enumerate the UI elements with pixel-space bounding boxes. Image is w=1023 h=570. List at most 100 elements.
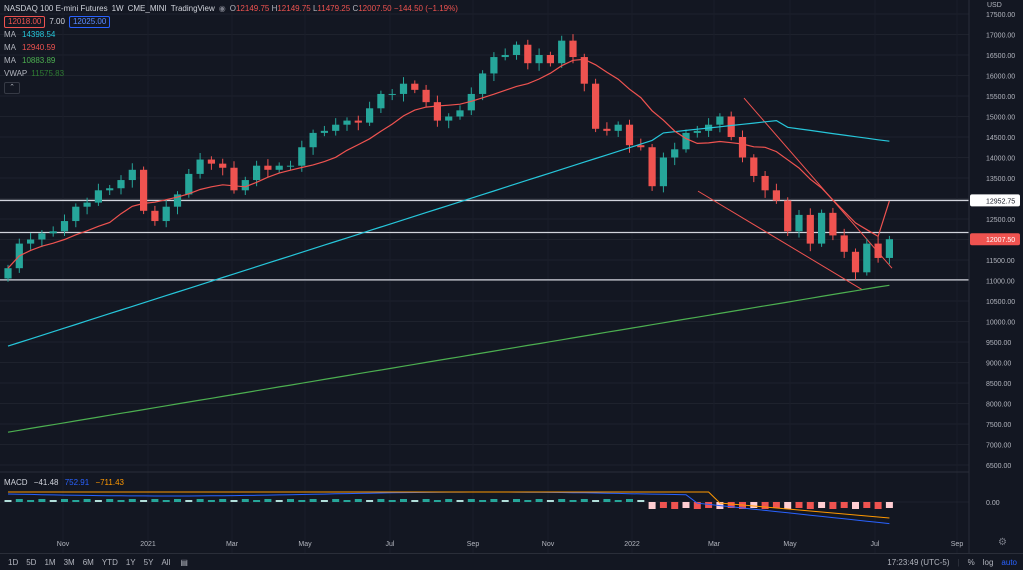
indicator-value: 10883.89 (22, 56, 56, 65)
macd-histogram-bar (241, 499, 249, 502)
macd-histogram-bar (72, 500, 80, 502)
time-axis[interactable]: Nov 2021 Mar May Jul Sep Nov 2022 Mar May Jul Sep ⚙ (57, 537, 1007, 548)
price-tick-label: 15000.00 (986, 115, 1015, 122)
candle-body (648, 147, 656, 187)
candle-body (207, 159, 215, 164)
candle-body (38, 233, 46, 240)
change-value: −144.50 (−1.19%) (393, 4, 458, 13)
macd-histogram-bar (637, 500, 645, 502)
macd-histogram-bar (750, 502, 758, 508)
candle-body (750, 157, 758, 176)
candle-body (467, 93, 475, 111)
timeframe-1y[interactable]: 1Y (125, 557, 136, 567)
calendar-range-icon[interactable]: ▤ (180, 557, 188, 567)
candle-body (772, 190, 780, 201)
candle-body (761, 175, 769, 191)
candle-body (106, 188, 114, 191)
low-value: 11479.25 (317, 4, 351, 13)
candle-body (659, 157, 667, 187)
candle-body (162, 206, 170, 222)
macd-histogram-bar (445, 499, 453, 502)
candle-body (94, 190, 102, 203)
macd-histogram-bar (117, 500, 125, 502)
symbol-name[interactable]: NASDAQ 100 E-mini Futures (4, 4, 108, 13)
indicator-ma-2[interactable]: MA 12940.59 (4, 42, 458, 53)
candle-body (795, 214, 803, 232)
candle-body (309, 132, 317, 148)
macd-histogram-bar (467, 499, 475, 502)
candle-body (185, 173, 193, 195)
candle-body (320, 130, 328, 133)
macd-histogram-bar (287, 499, 294, 502)
percent-scale-toggle[interactable]: % (967, 557, 975, 567)
macd-histogram-bar (151, 499, 159, 502)
timeframe-ytd[interactable]: YTD (101, 557, 118, 567)
indicator-ma-3[interactable]: MA 10883.89 (4, 55, 458, 66)
gear-icon: ⚙ (998, 537, 1007, 548)
timeframe-all[interactable]: All (161, 557, 171, 567)
candle-body (128, 169, 136, 181)
trendline-lower (697, 190, 863, 290)
macd-histogram-bar (320, 500, 328, 502)
timeframe-3m[interactable]: 3M (63, 557, 75, 567)
trendlines[interactable] (697, 97, 893, 290)
candle-body (445, 116, 453, 121)
indicator-ma-1[interactable]: MA 14398.54 (4, 29, 458, 40)
macd-histogram-bar (727, 502, 735, 508)
close-label: C (352, 4, 359, 13)
currency-label[interactable]: USD (987, 2, 1002, 9)
macd-legend[interactable]: MACD −41.48 752.91 −711.43 (4, 478, 128, 487)
moving-averages (7, 58, 890, 433)
timeframe-1d[interactable]: 1D (8, 557, 19, 567)
time-tick-label: Nov (57, 541, 70, 548)
candle-body (806, 214, 814, 244)
macd-histogram-bar (546, 500, 554, 502)
log-scale-toggle[interactable]: log (982, 557, 994, 567)
indicator-name: MA (4, 56, 16, 65)
candle-body (241, 180, 249, 191)
ma-line-green (7, 284, 890, 433)
macd-histogram-bar (343, 500, 351, 502)
collapse-legend-chevron-up-icon[interactable]: ⌃ (4, 82, 20, 94)
macd-histogram-bar (818, 502, 826, 508)
macd-histogram-bar (761, 502, 769, 509)
interval[interactable]: 1W (111, 4, 124, 13)
candle-body (298, 147, 306, 166)
macd-histogram-bar (614, 500, 622, 502)
price-tick-label: 7500.00 (986, 422, 1011, 429)
timeframe-5d[interactable]: 5D (26, 557, 37, 567)
macd-histogram-bar (38, 499, 46, 502)
time-tick-label: May (298, 541, 312, 548)
candle-body (885, 239, 893, 258)
timeframe-5y[interactable]: 5Y (143, 557, 154, 567)
macd-histogram-bar (479, 500, 487, 502)
auto-scale-toggle[interactable]: auto (1001, 557, 1017, 567)
macd-histogram-bar (196, 499, 204, 502)
timeframe-1m[interactable]: 1M (44, 557, 56, 567)
candle-body (851, 251, 860, 273)
eye-icon[interactable]: ◉ (218, 4, 226, 13)
bid-button[interactable]: 12018.00 (4, 15, 46, 28)
time-tick-label: May (783, 541, 797, 548)
candle-body (196, 159, 204, 174)
clock-time[interactable]: 17:23:49 (UTC-5) (887, 557, 950, 567)
candle-body (637, 145, 645, 148)
indicator-vwap[interactable]: VWAP 11575.83 (4, 68, 458, 79)
candle-body (399, 83, 408, 94)
macd-histogram-bar (569, 500, 577, 502)
last-price-tag (970, 233, 1020, 246)
timeframe-6m[interactable]: 6M (82, 557, 94, 567)
ask-button[interactable]: 12025.00 (68, 15, 111, 28)
high-value: 12149.75 (277, 4, 311, 13)
candle-body (411, 83, 419, 90)
candle-body (117, 180, 125, 189)
data-source: TradingView (170, 4, 215, 13)
candle-body (535, 55, 543, 64)
macd-histogram-bar (106, 499, 114, 502)
candle-body (377, 93, 385, 109)
candle-body (140, 169, 148, 211)
macd-histogram-bar (185, 500, 193, 502)
macd-histogram-bar (49, 500, 57, 502)
